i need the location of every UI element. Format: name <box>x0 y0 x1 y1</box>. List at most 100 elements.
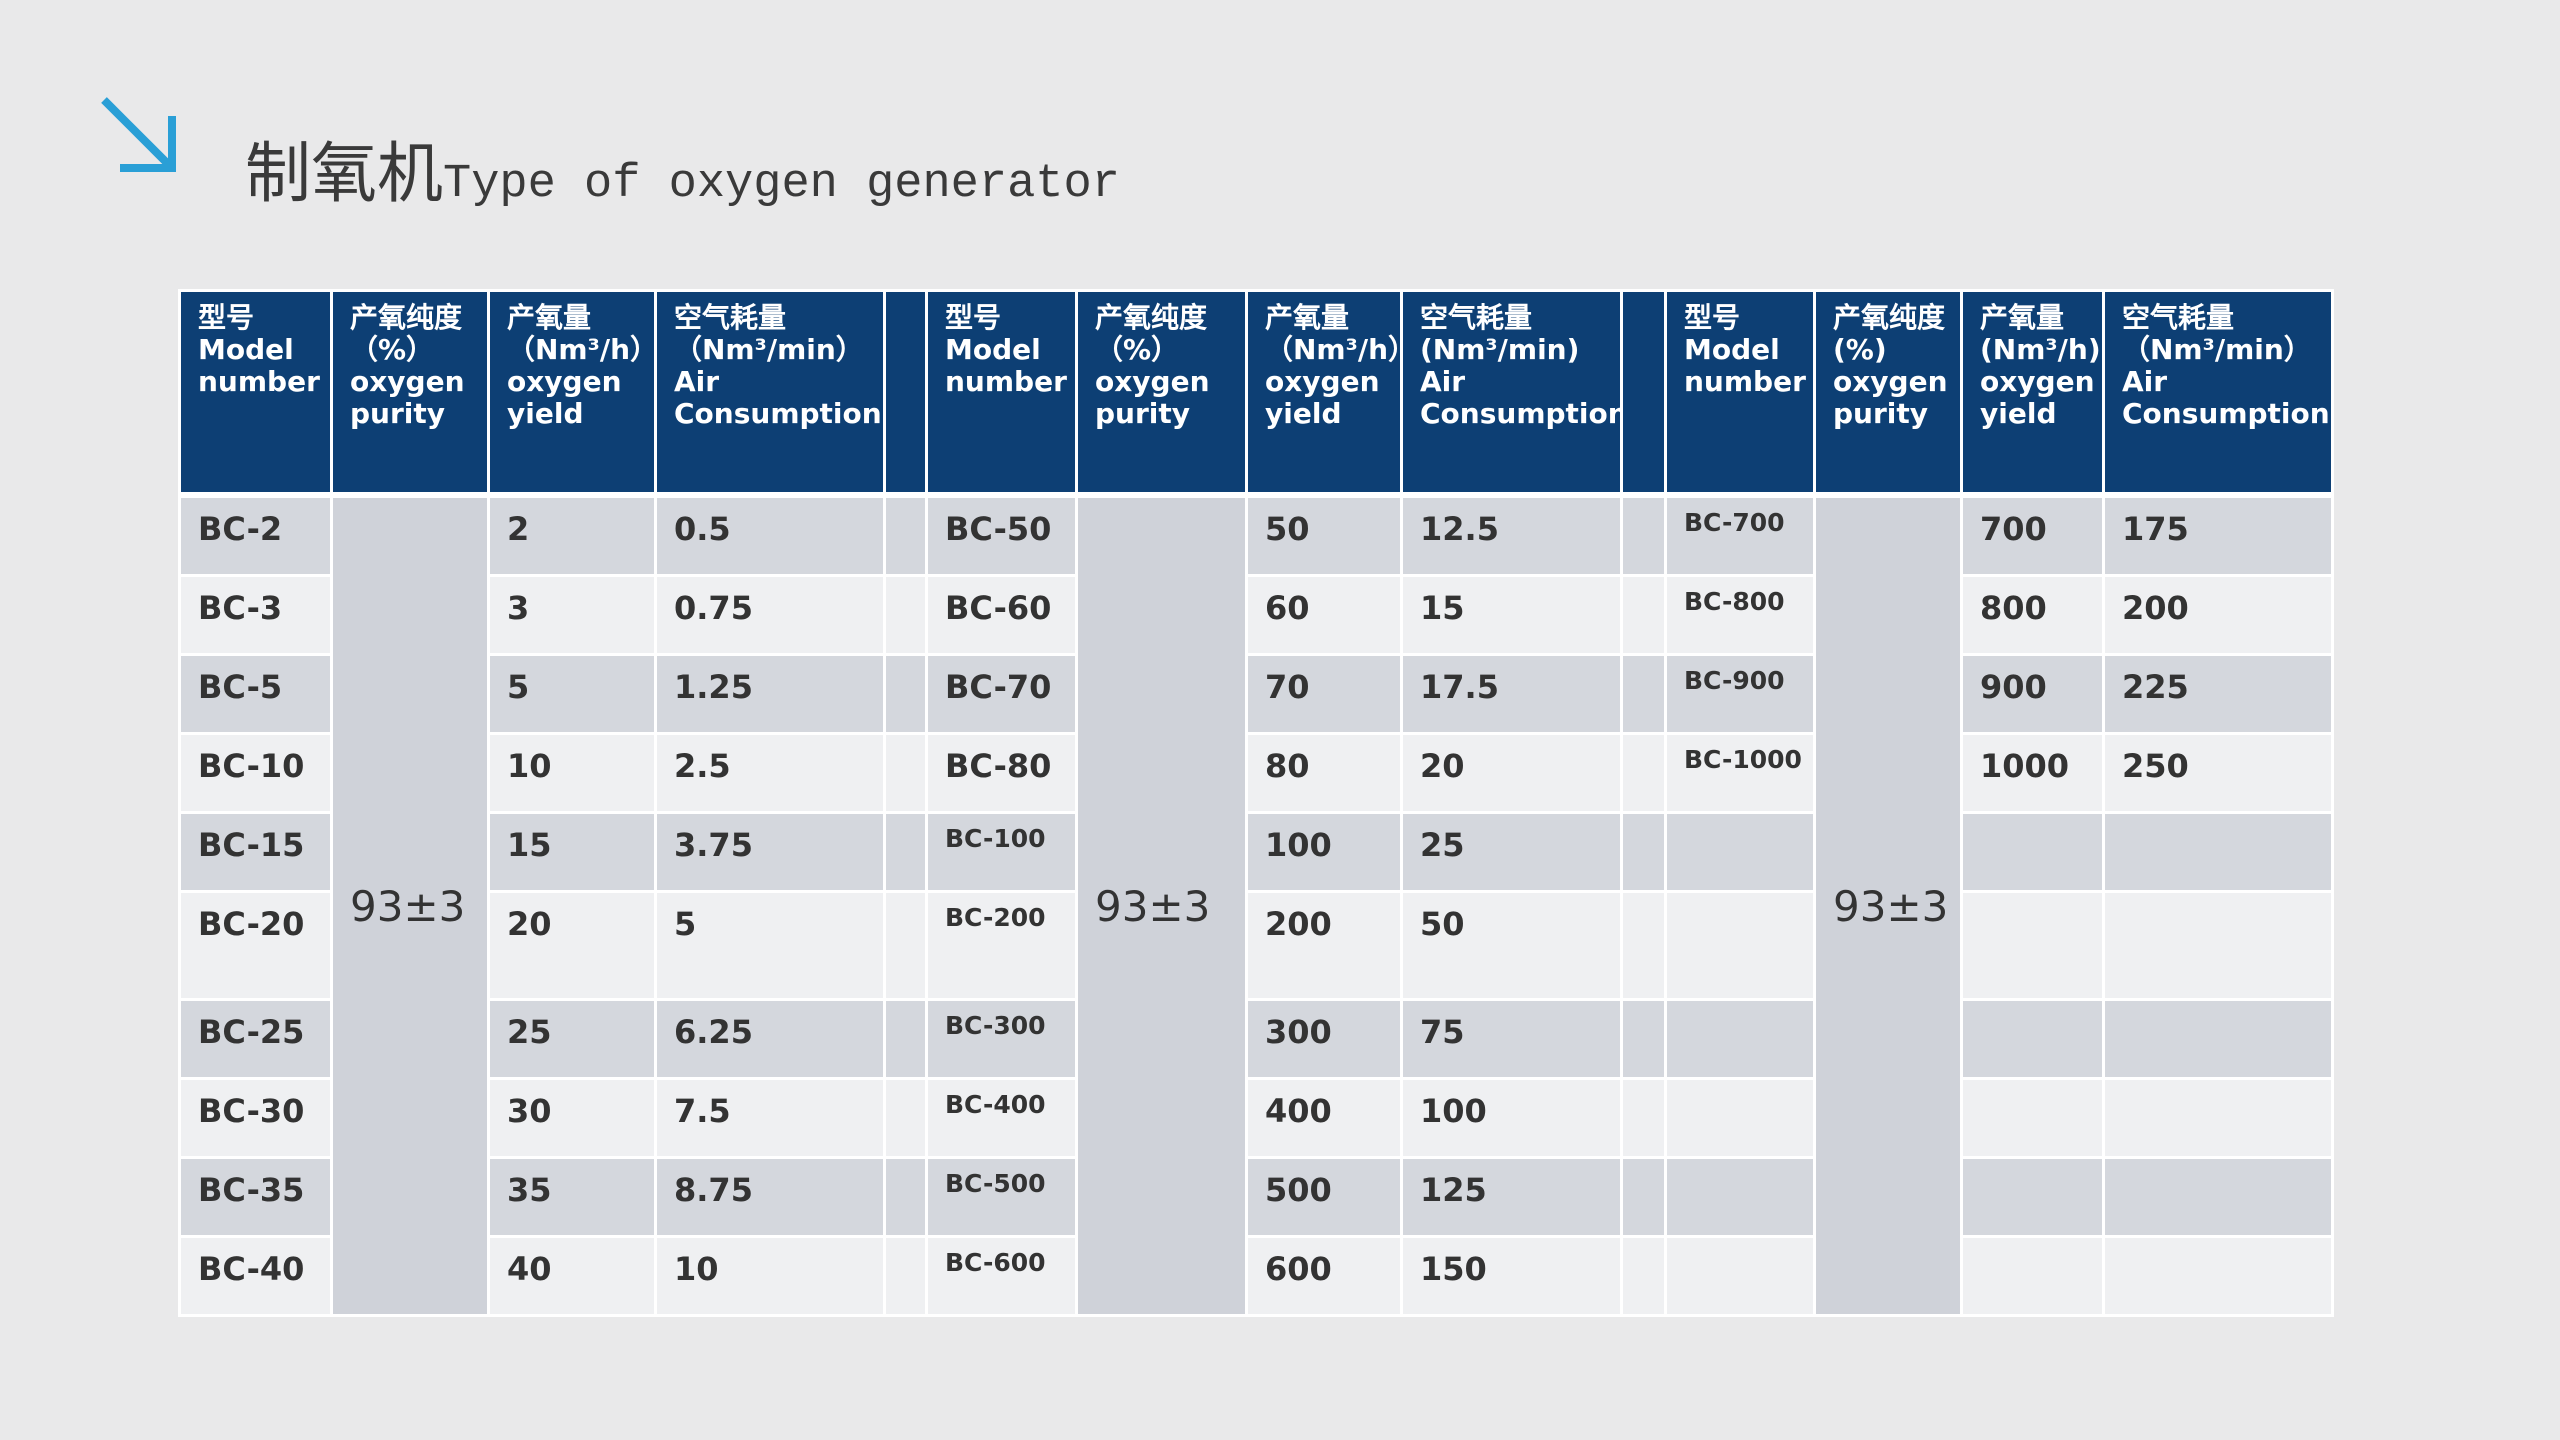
air-cell: 225 <box>2102 653 2334 735</box>
table-row: BC-10 10 2.5 BC-80 80 20 BC-1000 1000 250 <box>178 732 2334 814</box>
header-line: oxygen <box>1833 365 1948 398</box>
yield-cell: 20 <box>487 890 657 1001</box>
air-cell: 15 <box>1400 574 1623 656</box>
model-cell: BC-500 <box>925 1156 1078 1238</box>
table-row: BC-2 93±3 2 0.5 BC-50 93±3 50 12.5 BC-700 93±3 700… <box>178 493 2334 1317</box>
yield-cell: 70 <box>1245 653 1403 735</box>
header-line: (Nm³/min) <box>1420 333 1580 366</box>
table-row: BC-3 3 0.75 BC-60 60 15 BC-800 800 200 <box>178 574 2334 656</box>
empty-cell <box>1664 890 1816 1001</box>
spacer <box>1620 653 1667 735</box>
empty-cell <box>2102 1156 2334 1238</box>
air-cell: 5 <box>654 890 886 1001</box>
header-line: Model <box>198 333 294 366</box>
title: 制氧机 Type of oxygen generator <box>245 120 1120 220</box>
yield-cell: 10 <box>487 732 657 814</box>
model-cell: BC-100 <box>925 811 1078 893</box>
yield-cell: 3 <box>487 574 657 656</box>
empty-cell <box>1960 1077 2105 1159</box>
model-cell: BC-2 <box>178 493 333 577</box>
model-cell: BC-3 <box>178 574 333 656</box>
header-line: number <box>1684 365 1806 398</box>
model-cell: BC-60 <box>925 574 1078 656</box>
header-line: oxygen <box>1980 365 2095 398</box>
table-row: BC-5 5 1.25 BC-70 70 17.5 BC-900 900 225 <box>178 653 2334 735</box>
purity-cell: 93±3 <box>1813 493 1963 1317</box>
header-line: number <box>945 365 1067 398</box>
table-row: BC-30 30 7.5 BC-400 400 100 <box>178 1077 2334 1159</box>
header-line: (%) <box>1833 333 1887 366</box>
air-cell: 12.5 <box>1400 493 1623 577</box>
header-cell: 空气耗量 （Nm³/min） Air Consumption <box>2102 289 2334 497</box>
header-line: purity <box>350 397 446 430</box>
header-line: Consumption <box>674 397 882 430</box>
yield-cell: 2 <box>487 493 657 577</box>
yield-cell: 40 <box>487 1235 657 1317</box>
model-cell: BC-30 <box>178 1077 333 1159</box>
header-line: （Nm³/min） <box>2122 333 2312 366</box>
header-line: Consumption <box>2122 397 2330 430</box>
empty-cell <box>2102 1077 2334 1159</box>
header-line: yield <box>1265 397 1342 430</box>
yield-cell: 700 <box>1960 493 2105 577</box>
spacer <box>883 653 928 735</box>
header-line: （%） <box>1095 333 1180 366</box>
model-cell: BC-20 <box>178 890 333 1001</box>
header-line: 产氧纯度 <box>350 301 463 334</box>
yield-cell: 25 <box>487 998 657 1080</box>
header-line: （Nm³/h） <box>507 333 656 366</box>
air-cell: 6.25 <box>654 998 886 1080</box>
yield-cell: 200 <box>1245 890 1403 1001</box>
header-line: 型号 <box>1684 301 1741 334</box>
model-cell: BC-10 <box>178 732 333 814</box>
spec-table: 型号 Model number 产氧纯度 （%） oxygen purity 产氧量 （Nm³/… <box>178 289 2334 1317</box>
header-line: 产氧纯度 <box>1833 301 1946 334</box>
model-cell: BC-1000 <box>1664 732 1816 814</box>
model-cell: BC-800 <box>1664 574 1816 656</box>
spacer <box>1620 732 1667 814</box>
header-line: yield <box>1980 397 2057 430</box>
header-line: Air <box>2122 365 2168 398</box>
model-cell: BC-300 <box>925 998 1078 1080</box>
air-cell: 200 <box>2102 574 2334 656</box>
spacer <box>1620 574 1667 656</box>
air-cell: 75 <box>1400 998 1623 1080</box>
header-line: 型号 <box>198 301 255 334</box>
model-cell: BC-25 <box>178 998 333 1080</box>
header-line: oxygen <box>1265 365 1380 398</box>
yield-cell: 60 <box>1245 574 1403 656</box>
yield-cell: 5 <box>487 653 657 735</box>
yield-cell: 400 <box>1245 1077 1403 1159</box>
empty-cell <box>2102 998 2334 1080</box>
header-line: purity <box>1833 397 1929 430</box>
arrow-icon <box>101 97 176 172</box>
empty-cell <box>1960 1235 2105 1317</box>
header-line: Consumption <box>1420 397 1622 430</box>
yield-cell: 800 <box>1960 574 2105 656</box>
yield-cell: 80 <box>1245 732 1403 814</box>
header-cell: 产氧纯度 (%) oxygen purity <box>1813 289 1963 497</box>
yield-cell: 50 <box>1245 493 1403 577</box>
header-cell: 空气耗量 （Nm³/min） Air Consumption <box>654 289 886 497</box>
header-line: oxygen <box>1095 365 1210 398</box>
model-cell: BC-70 <box>925 653 1078 735</box>
table-row: BC-15 15 3.75 BC-100 100 25 <box>178 811 2334 893</box>
spacer <box>1620 998 1667 1080</box>
header-cell: 产氧纯度 （%） oxygen purity <box>1075 289 1248 497</box>
empty-cell <box>1960 811 2105 893</box>
header-cell: 型号 Model number <box>925 289 1078 497</box>
empty-cell <box>2102 811 2334 893</box>
air-cell: 250 <box>2102 732 2334 814</box>
spacer <box>1620 493 1667 577</box>
spacer <box>883 1077 928 1159</box>
yield-cell: 500 <box>1245 1156 1403 1238</box>
air-cell: 50 <box>1400 890 1623 1001</box>
header-line: 空气耗量 <box>1420 301 1533 334</box>
header-line: 空气耗量 <box>2122 301 2235 334</box>
header-line: 产氧量 <box>507 301 592 334</box>
model-cell: BC-700 <box>1664 493 1816 577</box>
spacer <box>1620 1156 1667 1238</box>
air-cell: 100 <box>1400 1077 1623 1159</box>
air-cell: 25 <box>1400 811 1623 893</box>
